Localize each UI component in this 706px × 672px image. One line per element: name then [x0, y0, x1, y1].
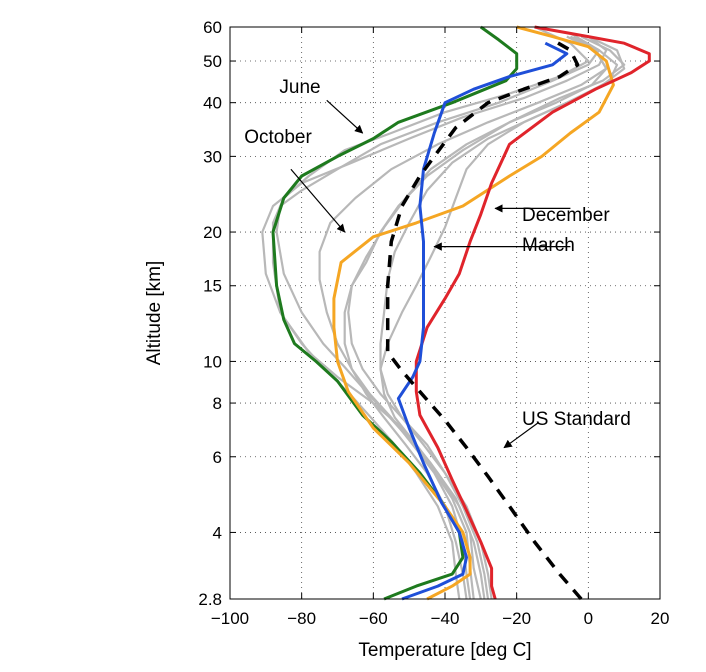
- annotation-october: October: [244, 127, 312, 148]
- background-series-line: [275, 32, 601, 600]
- y-tick-label: 4: [213, 523, 222, 542]
- background-series-line: [318, 35, 608, 600]
- y-tick-label: 40: [203, 94, 222, 113]
- series-line-us-standard: [385, 38, 583, 601]
- annotation-december: December: [522, 205, 610, 226]
- y-tick-label: 15: [203, 277, 222, 296]
- series-line-december: [414, 25, 651, 600]
- y-tick-label: 20: [203, 223, 222, 242]
- series-group: [271, 25, 651, 601]
- background-series-line: [261, 35, 608, 600]
- x-tick-label: 0: [584, 609, 593, 628]
- series-line-march: [396, 41, 569, 601]
- x-tick-label: −40: [431, 609, 460, 628]
- x-axis-title: Temperature [deg C]: [358, 640, 531, 661]
- x-tick-label: −60: [359, 609, 388, 628]
- y-tick-label: 2.8: [198, 590, 222, 609]
- x-tick-label: −100: [211, 609, 249, 628]
- y-tick-label: 10: [203, 352, 222, 371]
- annotation-us-standard: US Standard: [522, 409, 631, 430]
- x-tick-label: 20: [651, 609, 670, 628]
- annotation-june: June: [279, 77, 320, 98]
- y-tick-label: 8: [213, 394, 222, 413]
- series-line-october: [332, 25, 615, 601]
- y-axis-title: Altitude [km]: [144, 261, 165, 366]
- x-tick-label: −20: [502, 609, 531, 628]
- x-tick-label: −80: [287, 609, 316, 628]
- y-tick-label: 30: [203, 147, 222, 166]
- annotation-arrow: [503, 422, 539, 449]
- annotation-group: June October December March US Standard: [244, 77, 631, 449]
- annotation-arrow: [326, 99, 364, 134]
- annotation-arrow: [290, 168, 346, 233]
- annotation-march: March: [522, 235, 575, 256]
- y-tick-label: 50: [203, 52, 222, 71]
- chart-grid: [230, 27, 660, 599]
- y-tick-label: 6: [213, 448, 222, 467]
- y-tick-label: 60: [203, 18, 222, 37]
- tick-group: −100 −80 −60 −40 −20 0 20 2.8 4 6 8 10 15 20 30 40 50 60: [198, 18, 669, 628]
